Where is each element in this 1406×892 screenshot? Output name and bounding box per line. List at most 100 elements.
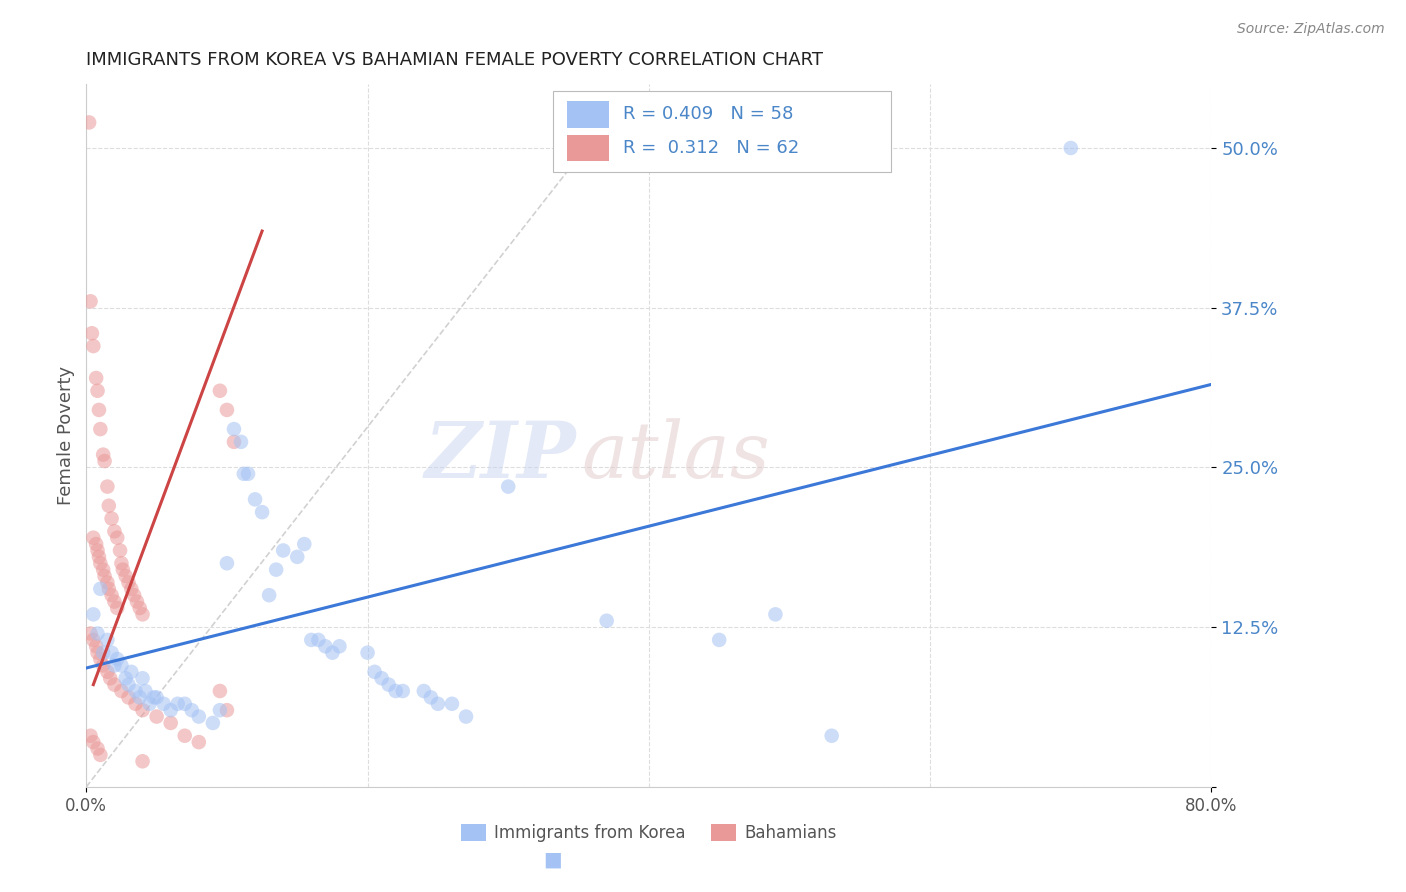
Point — [821, 729, 844, 743]
Point — [87, 403, 110, 417]
Point — [201, 715, 224, 730]
Point — [440, 697, 463, 711]
Point — [187, 709, 209, 723]
Point — [86, 384, 108, 398]
Point — [105, 652, 128, 666]
Point — [307, 632, 329, 647]
Text: ▪: ▪ — [541, 846, 562, 874]
Point — [79, 294, 101, 309]
Point — [108, 543, 131, 558]
Point — [91, 658, 114, 673]
Bar — [567, 101, 609, 128]
Point — [173, 697, 195, 711]
Point — [215, 703, 238, 717]
Point — [110, 684, 132, 698]
Point — [117, 575, 139, 590]
Point — [128, 690, 150, 705]
Point — [363, 665, 385, 679]
Point — [131, 671, 153, 685]
Point — [131, 607, 153, 622]
Point — [77, 115, 100, 129]
Point — [125, 594, 148, 608]
Point — [91, 563, 114, 577]
Point — [236, 467, 259, 481]
Point — [145, 690, 167, 705]
FancyBboxPatch shape — [553, 91, 891, 172]
Point — [110, 658, 132, 673]
Point — [114, 569, 136, 583]
Point — [454, 709, 477, 723]
Point — [82, 735, 104, 749]
Point — [419, 690, 441, 705]
Point — [208, 684, 231, 698]
Point — [134, 684, 156, 698]
Point — [96, 632, 118, 647]
Point — [159, 703, 181, 717]
Point — [285, 549, 308, 564]
Point — [89, 582, 111, 596]
Point — [89, 422, 111, 436]
Point — [105, 531, 128, 545]
Point — [82, 339, 104, 353]
Point — [138, 697, 160, 711]
Point — [105, 601, 128, 615]
Point — [103, 658, 125, 673]
Point — [131, 703, 153, 717]
Point — [82, 531, 104, 545]
Point — [87, 549, 110, 564]
Point — [86, 741, 108, 756]
Point — [86, 543, 108, 558]
Point — [79, 626, 101, 640]
Point — [84, 537, 107, 551]
Text: IMMIGRANTS FROM KOREA VS BAHAMIAN FEMALE POVERTY CORRELATION CHART: IMMIGRANTS FROM KOREA VS BAHAMIAN FEMALE… — [86, 51, 824, 69]
Point — [91, 448, 114, 462]
Point — [86, 646, 108, 660]
Point — [166, 697, 188, 711]
Point — [595, 614, 617, 628]
Point — [98, 671, 121, 685]
Point — [96, 480, 118, 494]
Point — [124, 684, 146, 698]
Point — [232, 467, 254, 481]
Point — [765, 607, 787, 622]
Point — [111, 563, 134, 577]
Point — [709, 632, 731, 647]
Point — [100, 511, 122, 525]
Text: Source: ZipAtlas.com: Source: ZipAtlas.com — [1237, 22, 1385, 37]
Point — [159, 715, 181, 730]
Point — [377, 678, 399, 692]
Point — [79, 729, 101, 743]
Point — [91, 646, 114, 660]
Point — [82, 607, 104, 622]
Y-axis label: Female Poverty: Female Poverty — [58, 366, 75, 505]
Point — [142, 690, 165, 705]
Point — [321, 646, 343, 660]
Point — [89, 652, 111, 666]
Point — [114, 671, 136, 685]
Point — [93, 569, 115, 583]
Point — [89, 747, 111, 762]
Point — [152, 697, 174, 711]
Point — [124, 697, 146, 711]
Point — [97, 582, 120, 596]
Point — [110, 556, 132, 570]
Point — [229, 434, 252, 449]
Point — [370, 671, 392, 685]
Point — [250, 505, 273, 519]
Point — [80, 326, 103, 341]
Point — [356, 646, 378, 660]
Text: R = 0.409   N = 58: R = 0.409 N = 58 — [623, 105, 793, 123]
Point — [426, 697, 449, 711]
Point — [103, 678, 125, 692]
Legend: Immigrants from Korea, Bahamians: Immigrants from Korea, Bahamians — [454, 817, 844, 849]
Point — [100, 646, 122, 660]
Point — [271, 543, 294, 558]
Point — [120, 582, 142, 596]
Point — [84, 371, 107, 385]
Text: atlas: atlas — [581, 418, 770, 495]
Point — [82, 632, 104, 647]
Point — [243, 492, 266, 507]
Point — [117, 690, 139, 705]
Point — [412, 684, 434, 698]
Point — [222, 434, 245, 449]
